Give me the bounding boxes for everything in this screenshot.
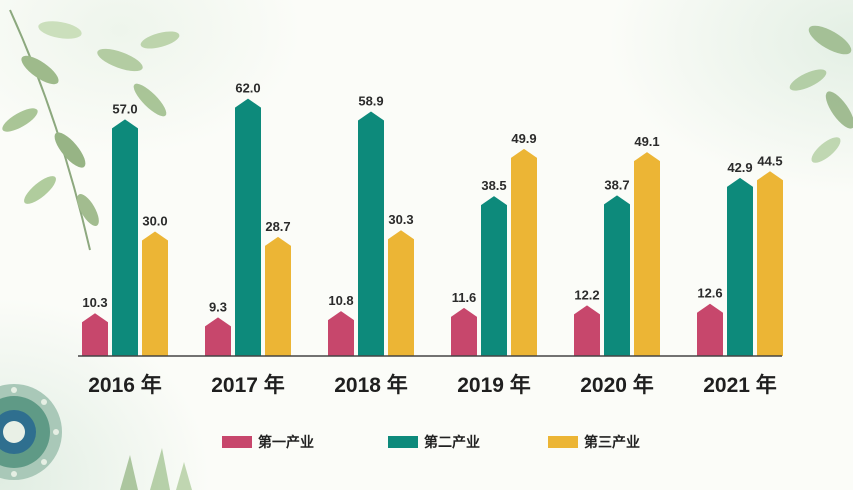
bar-primary-4: [574, 305, 600, 356]
x-tick-label-2: 2018 年: [334, 373, 408, 397]
data-label-secondary-0: 57.0: [112, 101, 137, 116]
legend-swatch-primary: [222, 436, 252, 448]
data-label-primary-0: 10.3: [82, 295, 107, 310]
data-label-secondary-5: 42.9: [727, 160, 752, 175]
medallion-decoration: [0, 384, 62, 480]
x-tick-label-0: 2016 年: [88, 373, 162, 397]
bar-tertiary-3: [511, 148, 537, 356]
legend-label-secondary: 第二产业: [424, 434, 480, 450]
bar-primary-2: [328, 311, 354, 356]
data-label-primary-2: 10.8: [328, 293, 353, 308]
leaf-branch-decoration: [2, 9, 180, 251]
data-label-secondary-4: 38.7: [604, 177, 629, 192]
grass-decoration: [120, 448, 192, 490]
bar-tertiary-2: [388, 230, 414, 356]
data-label-primary-1: 9.3: [209, 299, 227, 314]
legend: 第一产业 第二产业 第三产业: [222, 434, 640, 450]
data-labels-layer: 10.3 57.0 30.0 9.3 62.0 28.7 10.8 58.9 30.3 11.6 3…: [82, 81, 782, 315]
legend-item-tertiary: 第三产业: [548, 434, 640, 450]
bar-tertiary-1: [265, 236, 291, 356]
bar-primary-0: [82, 313, 108, 356]
bar-tertiary-0: [142, 231, 168, 356]
x-axis-tick-labels: 2016 年 2017 年 2018 年 2019 年 2020 年 2021 年: [88, 373, 777, 397]
bar-primary-1: [205, 317, 231, 356]
data-label-secondary-3: 38.5: [481, 178, 506, 193]
data-label-secondary-1: 62.0: [235, 81, 260, 96]
bar-tertiary-5: [757, 171, 783, 356]
data-label-tertiary-5: 44.5: [757, 153, 782, 168]
bar-secondary-0: [112, 119, 138, 356]
legend-label-tertiary: 第三产业: [584, 434, 640, 450]
legend-swatch-secondary: [388, 436, 418, 448]
bar-secondary-5: [727, 177, 753, 356]
data-label-primary-4: 12.2: [574, 287, 599, 302]
bars-layer: [82, 98, 783, 356]
data-label-primary-5: 12.6: [697, 286, 722, 301]
data-label-secondary-2: 58.9: [358, 93, 383, 108]
x-tick-label-3: 2019 年: [457, 373, 531, 397]
x-tick-label-5: 2021 年: [703, 373, 777, 397]
data-label-tertiary-2: 30.3: [388, 212, 413, 227]
bar-secondary-2: [358, 111, 384, 356]
bar-secondary-1: [235, 98, 261, 356]
bar-tertiary-4: [634, 152, 660, 356]
legend-swatch-tertiary: [548, 436, 578, 448]
legend-item-secondary: 第二产业: [388, 434, 480, 450]
bar-secondary-4: [604, 195, 630, 356]
data-label-tertiary-0: 30.0: [142, 213, 167, 228]
x-tick-label-4: 2020 年: [580, 373, 654, 397]
legend-label-primary: 第一产业: [258, 434, 314, 450]
data-label-tertiary-4: 49.1: [634, 134, 659, 149]
legend-item-primary: 第一产业: [222, 434, 314, 450]
bar-secondary-3: [481, 196, 507, 356]
data-label-tertiary-1: 28.7: [265, 219, 290, 234]
data-label-tertiary-3: 49.9: [511, 131, 536, 146]
bar-primary-5: [697, 303, 723, 356]
leaf-corner-decoration: [789, 25, 853, 163]
bar-primary-3: [451, 307, 477, 356]
x-tick-label-1: 2017 年: [211, 373, 285, 397]
data-label-primary-3: 11.6: [452, 290, 477, 305]
